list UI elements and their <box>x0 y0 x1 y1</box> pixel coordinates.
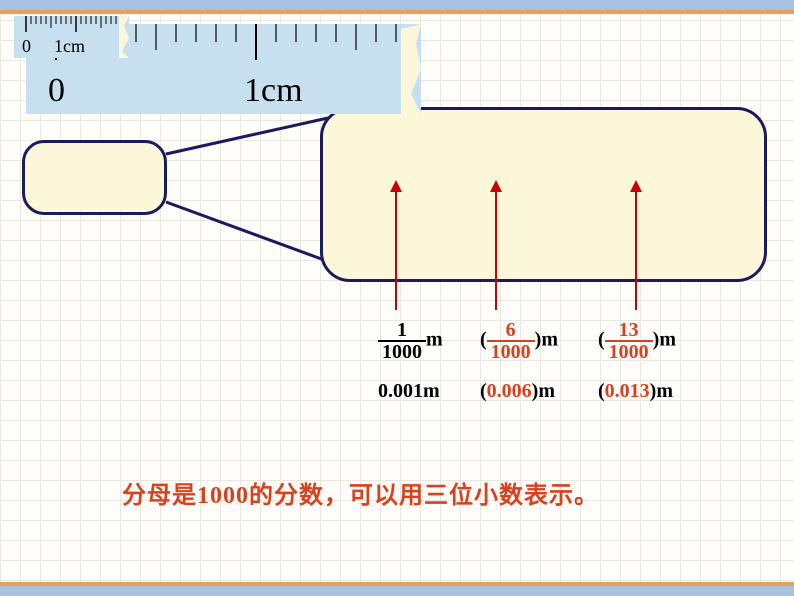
decimal-2: (0.013)m <box>598 380 673 403</box>
bottom-bar <box>0 582 794 596</box>
conclusion-text: 分母是1000的分数，可以用三位小数表示。 <box>122 475 599 510</box>
fraction-0: 1 1000m <box>378 320 443 362</box>
top-bar <box>0 0 794 14</box>
top-bar-orange <box>0 10 794 14</box>
small-ruler-label-0: 0 <box>22 36 31 57</box>
arrow-2 <box>635 190 637 310</box>
top-bar-blue <box>0 0 794 10</box>
bottom-bar-blue <box>0 586 794 596</box>
big-ruler-container <box>320 107 767 282</box>
arrow-1 <box>495 190 497 310</box>
small-ruler: 0 1cm <box>14 16 129 58</box>
big-ruler-label-0: 0 <box>48 72 65 110</box>
decimal-1: (0.006)m <box>480 380 555 403</box>
fraction-2: ( 13 1000)m <box>598 320 676 362</box>
arrow-0 <box>395 190 397 310</box>
decimal-0: 0.001m <box>378 380 440 403</box>
big-ruler-label-1cm: 1cm <box>244 72 303 110</box>
small-ruler-container <box>22 140 167 215</box>
small-ruler-label-1cm: 1cm <box>54 36 85 57</box>
fraction-1: ( 6 1000)m <box>480 320 558 362</box>
